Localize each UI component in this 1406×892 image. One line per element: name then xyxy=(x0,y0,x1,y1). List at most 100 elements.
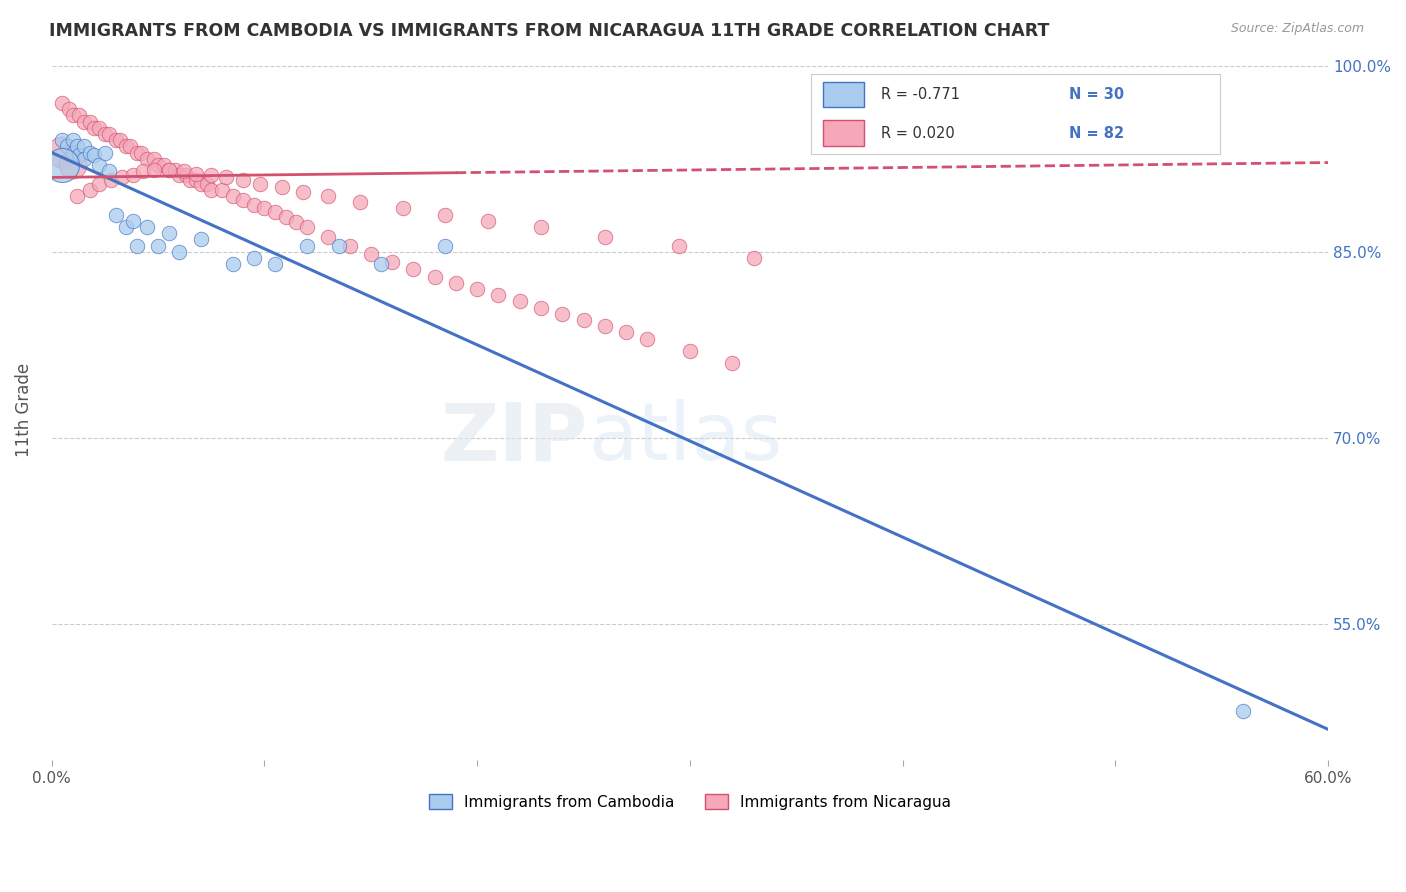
Point xyxy=(67,148,90,162)
Point xyxy=(253,202,276,216)
Point xyxy=(157,163,180,178)
Point xyxy=(285,215,308,229)
Point xyxy=(66,189,89,203)
Text: Source: ZipAtlas.com: Source: ZipAtlas.com xyxy=(1230,22,1364,36)
Point xyxy=(157,163,180,178)
Point xyxy=(360,247,382,261)
Point xyxy=(73,152,96,166)
Point xyxy=(62,158,84,172)
Point xyxy=(66,139,89,153)
Point xyxy=(423,269,446,284)
Text: atlas: atlas xyxy=(588,399,782,477)
Point xyxy=(104,208,127,222)
Point xyxy=(488,288,510,302)
Point xyxy=(51,95,73,110)
Point xyxy=(146,158,169,172)
Point xyxy=(328,238,350,252)
Point xyxy=(79,145,101,160)
Point xyxy=(58,102,80,116)
Text: IMMIGRANTS FROM CAMBODIA VS IMMIGRANTS FROM NICARAGUA 11TH GRADE CORRELATION CHA: IMMIGRANTS FROM CAMBODIA VS IMMIGRANTS F… xyxy=(49,22,1050,40)
Point xyxy=(614,326,637,340)
Point xyxy=(179,173,201,187)
Point xyxy=(169,244,191,259)
Point xyxy=(121,214,143,228)
Point xyxy=(62,133,84,147)
Point xyxy=(291,186,314,200)
Point xyxy=(572,313,595,327)
Point xyxy=(125,238,148,252)
Point xyxy=(264,205,287,219)
Point xyxy=(174,168,197,182)
Point xyxy=(200,183,222,197)
Point xyxy=(530,220,553,235)
Point xyxy=(87,120,110,135)
Point xyxy=(434,238,457,252)
Point xyxy=(679,344,702,359)
Point xyxy=(87,177,110,191)
Point xyxy=(55,139,77,153)
Point xyxy=(444,276,467,290)
Point xyxy=(157,226,180,240)
Point xyxy=(295,238,318,252)
Point xyxy=(190,177,212,191)
Point xyxy=(79,114,101,128)
Point xyxy=(381,254,404,268)
Point xyxy=(339,238,361,252)
Point xyxy=(129,145,152,160)
Point xyxy=(98,127,121,141)
Point xyxy=(221,189,243,203)
Point xyxy=(115,220,138,235)
Point xyxy=(136,220,159,235)
Point xyxy=(316,189,339,203)
Point xyxy=(274,210,297,224)
Point xyxy=(593,319,616,334)
Point xyxy=(67,108,90,122)
Point xyxy=(190,232,212,246)
Point xyxy=(391,202,413,216)
Point xyxy=(243,251,266,265)
Point xyxy=(146,238,169,252)
Point xyxy=(270,180,292,194)
Point xyxy=(108,133,131,147)
Legend: Immigrants from Cambodia, Immigrants from Nicaragua: Immigrants from Cambodia, Immigrants fro… xyxy=(423,788,957,816)
Point xyxy=(79,183,101,197)
Point xyxy=(73,114,96,128)
Point xyxy=(104,133,127,147)
Point xyxy=(94,145,117,160)
Point xyxy=(295,220,318,235)
Point xyxy=(1232,704,1254,718)
Point xyxy=(173,164,195,178)
Point xyxy=(136,152,159,166)
Point xyxy=(211,183,233,197)
Point xyxy=(434,208,457,222)
Point xyxy=(402,262,425,277)
Point xyxy=(83,148,105,162)
Point xyxy=(200,168,222,182)
Point xyxy=(125,145,148,160)
Point xyxy=(721,356,744,370)
Point xyxy=(530,301,553,315)
Point xyxy=(121,168,143,182)
Point xyxy=(115,139,138,153)
Point xyxy=(153,158,176,172)
Point xyxy=(477,214,499,228)
Point xyxy=(195,177,218,191)
Point xyxy=(509,294,531,309)
Point xyxy=(169,168,191,182)
Point xyxy=(264,257,287,271)
Point xyxy=(221,257,243,271)
Point xyxy=(232,173,254,187)
Point xyxy=(165,163,187,178)
Point xyxy=(98,164,121,178)
Point xyxy=(142,152,165,166)
Point xyxy=(51,145,73,160)
Point xyxy=(551,307,574,321)
Point xyxy=(73,139,96,153)
Point xyxy=(120,139,142,153)
Point xyxy=(349,195,371,210)
Point xyxy=(593,230,616,244)
Point xyxy=(370,257,392,271)
Point xyxy=(186,173,208,187)
Point xyxy=(186,167,208,181)
Point xyxy=(51,158,73,172)
